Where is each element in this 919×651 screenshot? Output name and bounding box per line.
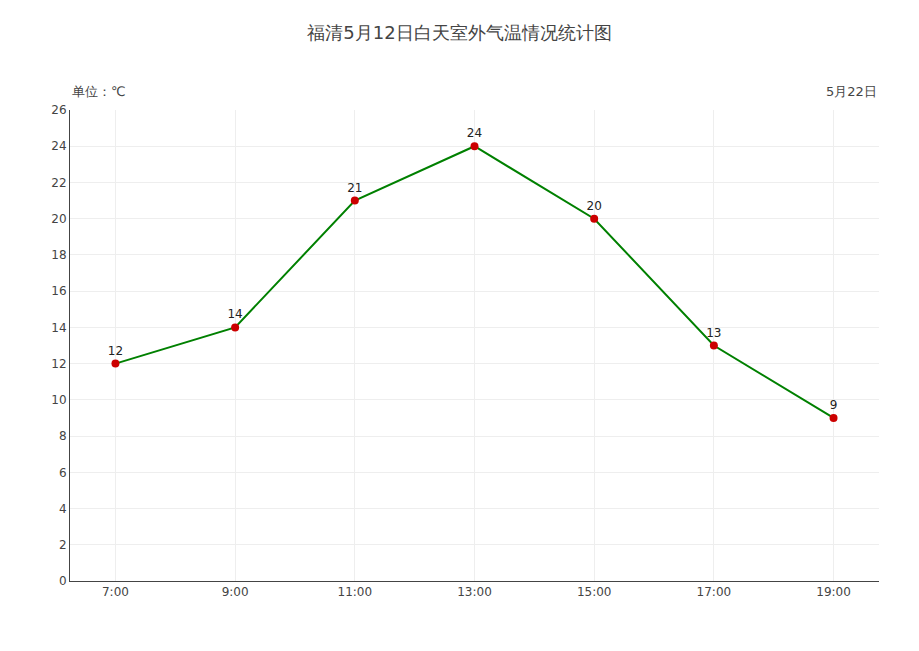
svg-text:14: 14 [227,307,242,321]
svg-text:14: 14 [51,321,66,335]
svg-text:5月22日: 5月22日 [826,84,877,99]
svg-text:12: 12 [51,357,66,371]
svg-text:4: 4 [59,502,67,516]
svg-text:20: 20 [51,212,66,226]
svg-text:22: 22 [51,176,66,190]
svg-text:19:00: 19:00 [816,585,851,599]
svg-text:20: 20 [587,199,602,213]
svg-text:7:00: 7:00 [102,585,129,599]
svg-text:12: 12 [108,344,123,358]
svg-text:9:00: 9:00 [222,585,249,599]
svg-text:24: 24 [467,126,482,140]
svg-text:0: 0 [59,574,67,588]
svg-text:16: 16 [51,284,66,298]
svg-text:9: 9 [830,398,838,412]
svg-text:10: 10 [51,393,66,407]
svg-text:福清5月12日白天室外气温情况统计图: 福清5月12日白天室外气温情况统计图 [307,22,611,43]
svg-text:21: 21 [347,181,362,195]
svg-text:13:00: 13:00 [457,585,492,599]
svg-text:17:00: 17:00 [697,585,732,599]
svg-text:8: 8 [59,429,67,443]
svg-text:11:00: 11:00 [338,585,373,599]
svg-text:18: 18 [51,248,66,262]
svg-text:6: 6 [59,466,67,480]
svg-text:15:00: 15:00 [577,585,612,599]
svg-text:24: 24 [51,139,66,153]
svg-text:2: 2 [59,538,67,552]
svg-text:26: 26 [51,103,66,117]
svg-text:13: 13 [706,326,721,340]
svg-text:单位：℃: 单位：℃ [72,84,126,99]
